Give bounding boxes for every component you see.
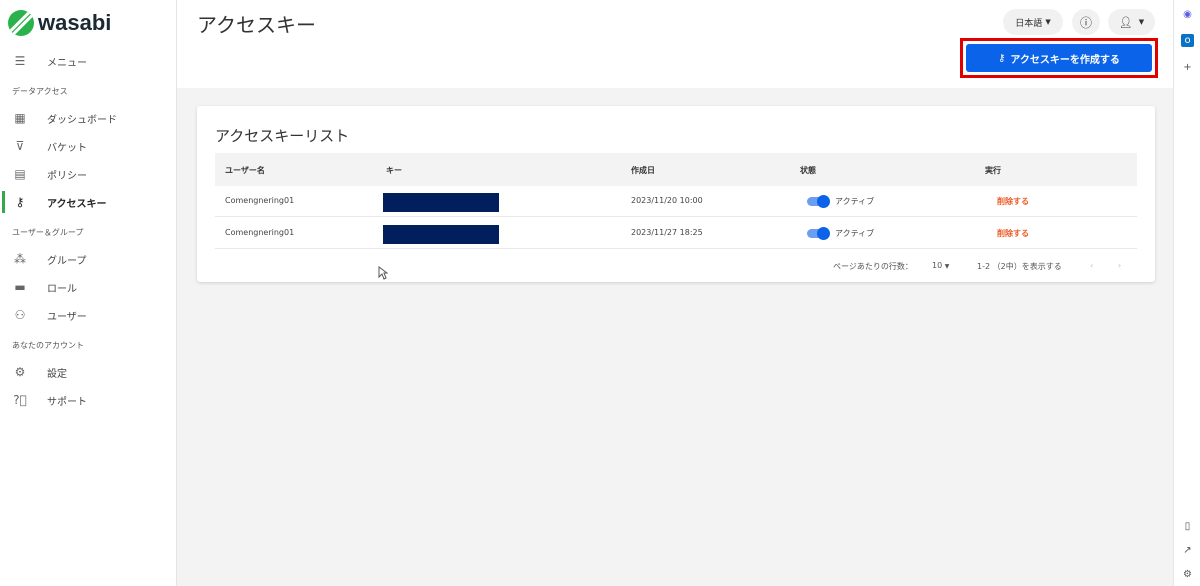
sidebar-item-groups[interactable]: ⁂ グループ [0,246,176,272]
section-data-access: データアクセス [12,87,68,96]
column-action: 実行 [985,166,1001,175]
brand-name: wasabi [38,10,112,35]
language-select[interactable]: 日本語 ▼ [1003,9,1063,35]
section-users-groups: ユーザー＆グループ [12,228,84,237]
rows-per-page-select[interactable]: 10 ▼ [932,261,949,270]
username-cell: Comengnering01 [225,228,295,237]
dashboard-icon: ▦ [14,111,26,125]
user-menu[interactable]: 👤︎ ▼ [1108,9,1155,35]
key-icon: ⚷ [998,52,1006,64]
sidebar-item-label: アクセスキー [47,198,107,210]
key-icon: ⚷ [15,195,25,209]
create-button-label: アクセスキーを作成する [1010,54,1120,66]
username-cell: Comengnering01 [225,196,295,205]
sidebar-item-label: ダッシュボード [47,114,117,126]
sidebar-item-label: ロール [47,283,77,295]
user-icon: 👤︎ [1118,15,1133,29]
sidebar-item-dashboard[interactable]: ▦ ダッシュボード [0,105,176,131]
created-cell: 2023/11/27 18:25 [631,228,703,237]
table-row: Comengnering01 2023/11/20 10:00 アクティブ 削除… [215,186,1137,217]
delete-link[interactable]: 削除する [997,197,1029,206]
sidebar-item-label: 設定 [47,368,67,380]
column-created: 作成日 [631,166,655,175]
add-icon[interactable]: + [1183,62,1192,73]
status-toggle[interactable] [807,227,830,240]
status-label: アクティブ [835,229,875,238]
rows-per-page-label: ページあたりの行数： [833,262,913,271]
create-button-highlight: ⚷ アクセスキーを作成する [960,38,1158,78]
role-icon: ▬ [14,280,26,294]
sidebar-item-label: サポート [47,396,87,408]
group-icon: ⁂ [14,252,26,266]
outlook-icon[interactable]: o [1181,34,1194,47]
menu-label: メニュー [47,57,87,69]
caret-down-icon: ▼ [1045,18,1051,26]
caret-down-icon: ▼ [944,263,950,270]
page-title: アクセスキー [197,13,316,37]
create-access-key-button[interactable]: ⚷ アクセスキーを作成する [966,44,1152,72]
column-status: 状態 [800,166,816,175]
wasabi-logo[interactable]: wasabi [8,10,111,36]
caret-down-icon: ▼ [1138,18,1145,26]
help-icon: ⓘ [1079,15,1092,30]
hamburger-icon: ☰ [14,54,26,68]
section-account: あなたのアカウント [12,341,84,350]
created-cell: 2023/11/20 10:00 [631,196,703,205]
external-link-icon[interactable]: ↗ [1183,545,1192,556]
menu-toggle[interactable]: ☰ メニュー [0,48,176,74]
redacted-key [383,225,499,244]
status-toggle[interactable] [807,195,830,208]
next-page-button[interactable]: › [1118,261,1122,270]
users-icon: ⚇ [14,308,26,322]
sidebar-item-label: バケット [47,142,87,154]
sidebar-item-access-keys[interactable]: ⚷ アクセスキー [0,189,176,215]
gear-icon: ⚙ [14,365,26,379]
sidebar-item-roles[interactable]: ▬ ロール [0,274,176,300]
header: アクセスキー 日本語 ▼ ⓘ 👤︎ ▼ ⚷ アクセスキーを作成する [177,0,1173,88]
sidebar-item-label: ポリシー [47,170,87,182]
rows-per-page-value: 10 [932,261,943,270]
sidebar-item-settings[interactable]: ⚙ 設定 [0,359,176,385]
access-key-list-card: アクセスキーリスト ユーザー名 キー 作成日 状態 実行 Comengnerin… [197,106,1155,282]
bucket-icon: ⊽ [15,139,25,153]
sidebar-item-label: グループ [47,255,87,267]
sidebar-item-users[interactable]: ⚇ ユーザー [0,302,176,328]
sidebar-item-bucket[interactable]: ⊽ バケット [0,133,176,159]
copilot-icon[interactable]: ◉ [1183,9,1192,20]
mouse-cursor-icon [378,266,388,280]
column-key: キー [386,166,402,175]
gear-icon[interactable]: ⚙ [1183,569,1192,580]
redacted-key [383,193,499,212]
language-label: 日本語 [1015,18,1043,29]
sidebar: wasabi ☰ メニュー データアクセス ▦ ダッシュボード ⊽ バケット ▤ ポリシ… [0,0,177,586]
browser-sidebar: ◉ o + ▯ ↗ ⚙ [1173,0,1200,586]
pagination-range: 1-2 （2中）を表示する [977,262,1062,271]
table-header: ユーザー名 キー 作成日 状態 実行 [215,153,1137,186]
delete-link[interactable]: 削除する [997,229,1029,238]
prev-page-button[interactable]: ‹ [1090,261,1094,270]
help-button[interactable]: ⓘ [1072,9,1100,35]
column-username: ユーザー名 [225,166,265,175]
help-icon: ?⃝ [13,393,27,407]
sidebar-item-policy[interactable]: ▤ ポリシー [0,161,176,187]
sidebar-item-label: ユーザー [47,311,87,323]
card-title: アクセスキーリスト [215,127,350,145]
sidebar-item-support[interactable]: ?⃝ サポート [0,387,176,413]
policy-icon: ▤ [14,167,26,181]
wasabi-logo-icon [8,10,34,36]
status-label: アクティブ [835,197,875,206]
sidebar-panel-icon[interactable]: ▯ [1184,521,1191,532]
table-row: Comengnering01 2023/11/27 18:25 アクティブ 削除… [215,218,1137,249]
